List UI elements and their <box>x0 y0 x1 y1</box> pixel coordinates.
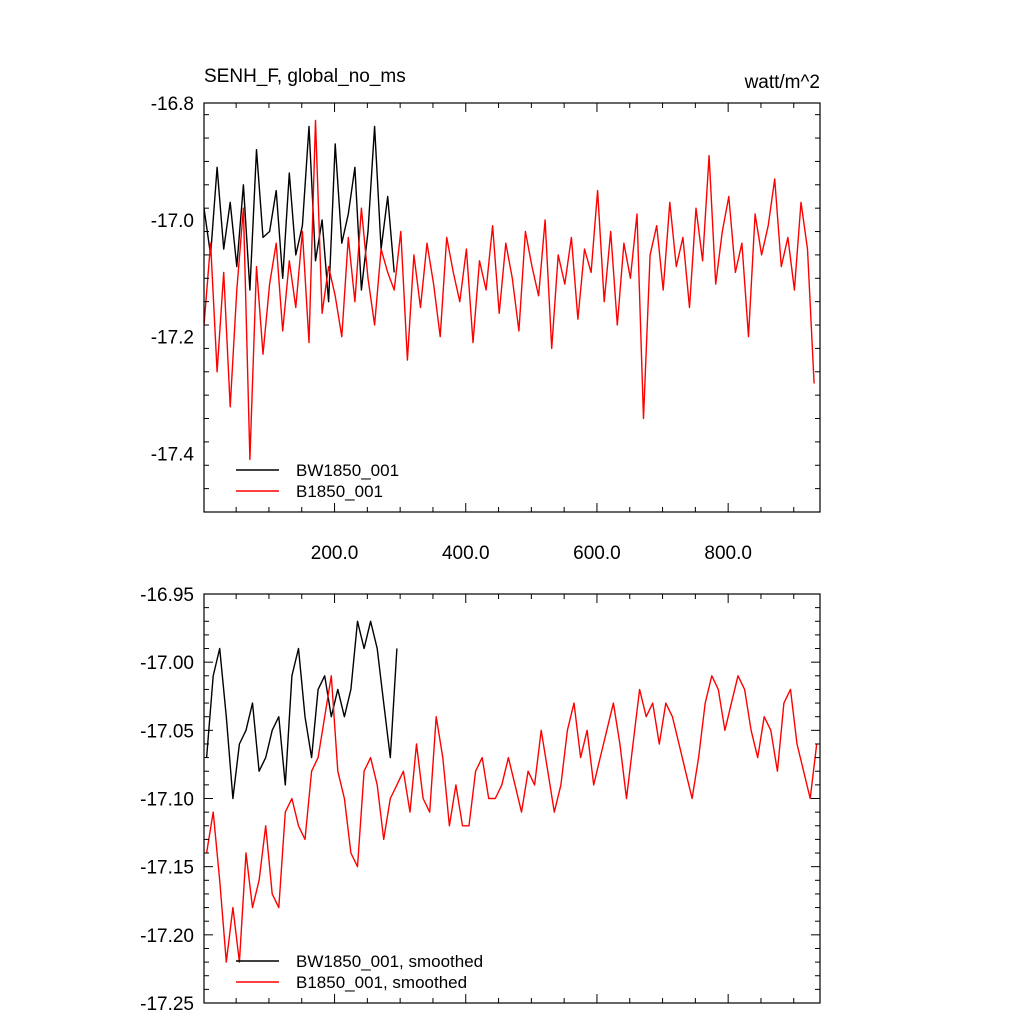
top-chart-units: watt/m^2 <box>744 72 820 93</box>
series-line-b1850 <box>204 119 815 461</box>
legend-label: BW1850_001 <box>296 461 399 480</box>
legend-label: B1850_001 <box>296 482 383 501</box>
y-tick-label: -17.15 <box>140 858 194 879</box>
series-line-bw1850 <box>204 125 395 303</box>
y-tick-label: -17.05 <box>140 721 194 742</box>
x-tick-label: 600.0 <box>573 543 621 564</box>
y-tick-label: -16.8 <box>151 94 194 115</box>
y-tick-label: -17.25 <box>140 994 194 1015</box>
x-tick-label: 800.0 <box>704 543 752 564</box>
y-tick-label: -17.2 <box>151 328 194 349</box>
top-chart-panel: SENH_F, global_no_ms watt/m^2 -16.8 -17.0… <box>151 66 821 564</box>
x-tick-label: 400.0 <box>442 543 490 564</box>
bottom-chart-panel: -16.95 -17.00 -17.05 -17.10 -17.15 -17.20 -17.… <box>140 585 821 1015</box>
top-chart-title: SENH_F, global_no_ms <box>204 66 406 87</box>
plot-frame <box>203 102 821 513</box>
series-line-bw1850 <box>205 620 398 800</box>
y-tick-label: -16.95 <box>140 585 194 606</box>
legend-label: B1850_001, smoothed <box>296 973 467 992</box>
y-tick-label: -17.00 <box>140 653 194 674</box>
y-tick-label: -17.4 <box>151 445 195 466</box>
x-tick-label: 200.0 <box>311 543 359 564</box>
y-tick-label: -17.0 <box>151 211 194 232</box>
legend-label: BW1850_001, smoothed <box>296 952 483 971</box>
series-line-b1850 <box>205 675 818 963</box>
y-tick-label: -17.20 <box>140 926 194 947</box>
y-tick-label: -17.10 <box>140 790 194 811</box>
